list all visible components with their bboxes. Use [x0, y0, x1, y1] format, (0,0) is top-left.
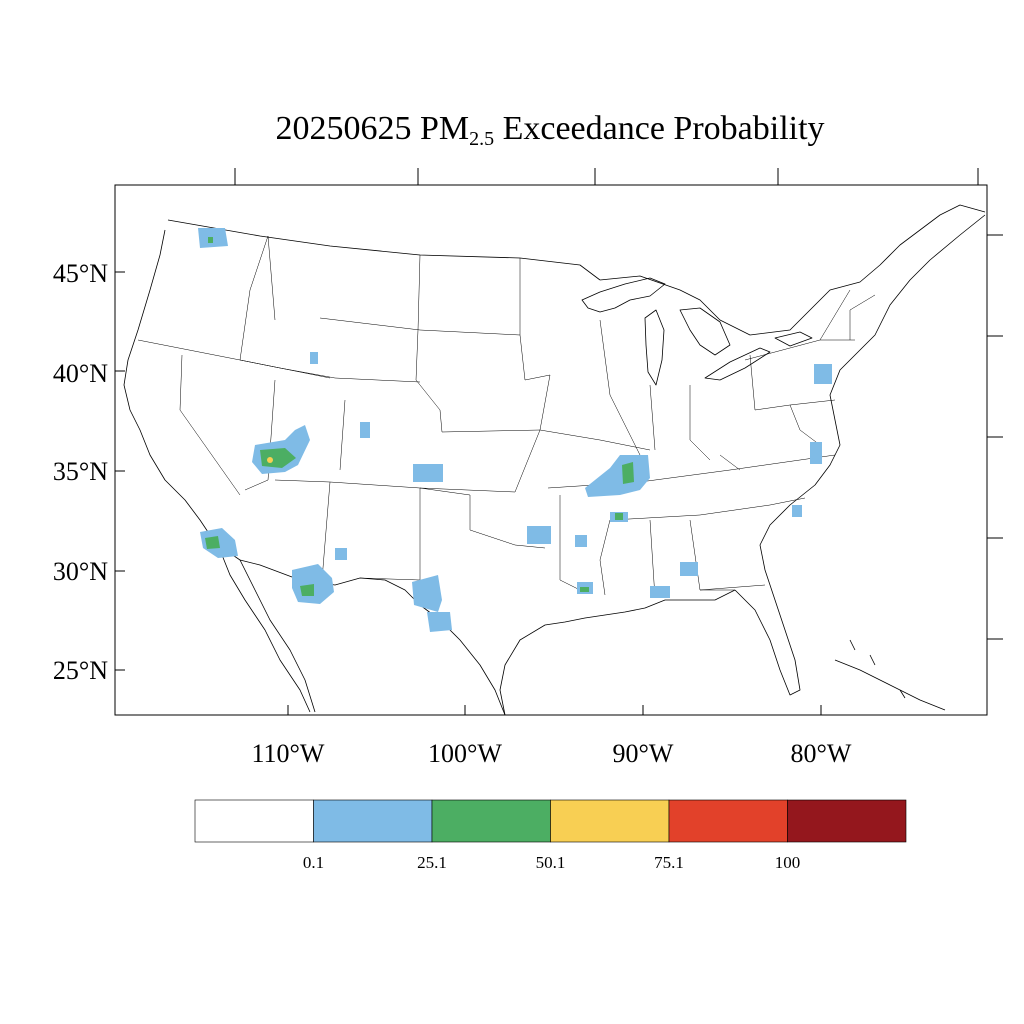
title-pm-subscript: 2.5: [469, 128, 495, 150]
prob-area-arizona-green: [300, 584, 314, 596]
lat-label-30: 30°N: [53, 557, 108, 586]
prob-area-virginia: [810, 442, 822, 464]
coastline-and-borders: [123, 204, 986, 716]
legend-bin-1: [313, 799, 433, 843]
legend-label-0: 0.1: [303, 853, 324, 872]
prob-area-utah-yellow: [267, 457, 273, 463]
legend-bin-0: [194, 799, 314, 843]
legend-label-4: 100: [775, 853, 801, 872]
prob-area-washington-core: [208, 237, 213, 243]
lake-ontario: [774, 331, 813, 347]
legend-bin-5: [787, 799, 907, 843]
latitude-ticks: [115, 234, 1003, 671]
lake-huron: [679, 307, 731, 356]
longitude-ticks: [234, 168, 979, 715]
state-borders: [137, 235, 876, 599]
exceedance-probability-areas: [198, 228, 832, 632]
prob-area-west-texas: [412, 575, 442, 612]
canada-border: [167, 219, 601, 281]
title-rest: Exceedance Probability: [502, 110, 825, 147]
prob-area-arkansas-small: [575, 535, 587, 547]
lon-label-110w: 110°W: [252, 739, 325, 768]
prob-area-carolina-coast: [792, 505, 802, 517]
lat-label-35: 35°N: [53, 457, 108, 486]
prob-area-arizona: [292, 564, 334, 604]
lat-label-45: 45°N: [53, 259, 108, 288]
legend-bin-2: [431, 799, 551, 843]
prob-area-idaho: [310, 352, 318, 364]
prob-area-utah-green: [260, 448, 296, 468]
prob-area-socal-green: [205, 536, 220, 549]
legend-label-1: 25.1: [417, 853, 447, 872]
prob-area-memphis: [585, 455, 650, 497]
bahamas-islands: [849, 639, 906, 699]
lon-label-100w: 100°W: [428, 739, 502, 768]
lon-label-90w: 90°W: [613, 739, 674, 768]
gulf-of-california: [239, 559, 316, 713]
lat-label-25: 25°N: [53, 656, 108, 685]
prob-area-south-texas: [427, 612, 452, 632]
title-pm: PM: [419, 110, 470, 147]
legend-label-2: 50.1: [536, 853, 566, 872]
lake-erie: [704, 347, 771, 381]
prob-area-new-mexico: [335, 548, 347, 560]
legend-colorbar: [194, 799, 907, 843]
atlantic-coastline: [734, 214, 986, 696]
lat-label-40: 40°N: [53, 359, 108, 388]
gulf-coastline: [499, 589, 736, 716]
lake-superior: [581, 277, 666, 313]
prob-area-colorado-small: [360, 422, 370, 438]
legend-labels: 0.1 25.1 50.1 75.1 100: [303, 853, 800, 872]
baja-peninsula: [217, 544, 311, 713]
prob-area-pennsylvania: [814, 364, 832, 384]
map-frame: [114, 184, 988, 716]
cuba-outline: [834, 659, 946, 711]
canada-border-east: [599, 204, 986, 336]
title-date: 20250625: [275, 110, 412, 147]
legend-label-3: 75.1: [654, 853, 684, 872]
prob-area-memphis-green: [622, 462, 634, 484]
pacific-coastline: [123, 229, 219, 546]
legend-bin-4: [668, 799, 788, 843]
lon-label-80w: 80°W: [791, 739, 852, 768]
chart-title: 20250625 PM2.5 Exceedance Probability: [0, 110, 1024, 151]
prob-area-alabama: [680, 562, 698, 576]
prob-area-gulf-coast: [650, 586, 670, 598]
prob-area-mississippi-green: [615, 513, 623, 520]
prob-area-oklahoma: [527, 526, 551, 544]
legend-bin-3: [550, 799, 670, 843]
lake-michigan: [644, 309, 665, 386]
prob-area-louisiana-green: [580, 587, 589, 592]
mexico-border: [217, 544, 506, 716]
prob-area-kansas-border: [413, 464, 443, 482]
